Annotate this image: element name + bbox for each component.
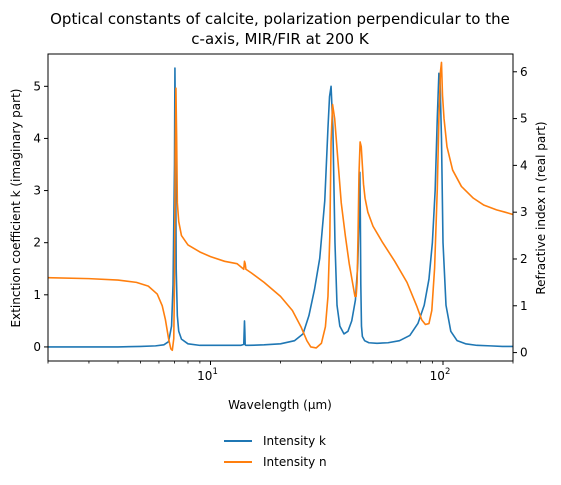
chart-title-line-1: Optical constants of calcite, polarizati… bbox=[50, 10, 510, 28]
legend-label-n: Intensity n bbox=[263, 455, 327, 469]
left-y-tick-label: 5 bbox=[33, 79, 41, 93]
right-y-tick-label: 5 bbox=[520, 112, 528, 126]
left-y-tick-label: 1 bbox=[33, 288, 41, 302]
right-y-tick-label: 4 bbox=[520, 158, 528, 172]
series-line-k bbox=[48, 67, 513, 348]
x-axis-label: Wavelength (μm) bbox=[228, 398, 332, 412]
right-y-tick-label: 1 bbox=[520, 299, 528, 313]
left-y-tick-label: 0 bbox=[33, 340, 41, 354]
right-y-tick-label: 0 bbox=[520, 346, 528, 360]
legend: Intensity k Intensity n bbox=[224, 434, 327, 469]
series-line-n bbox=[48, 61, 513, 352]
left-y-tick-label: 3 bbox=[33, 184, 41, 198]
right-y-tick-label: 2 bbox=[520, 252, 528, 266]
legend-label-k: Intensity k bbox=[263, 434, 326, 448]
x-tick-label: 101 bbox=[197, 367, 218, 383]
left-y-axis-label: Extinction coefficient k (imaginary part… bbox=[9, 89, 23, 328]
left-y-tick-label: 4 bbox=[33, 131, 41, 145]
x-tick-label: 102 bbox=[430, 367, 451, 383]
left-y-tick-label: 2 bbox=[33, 236, 41, 250]
right-y-axis-label: Refractive index n (real part) bbox=[534, 121, 548, 294]
right-y-tick-label: 6 bbox=[520, 65, 528, 79]
right-y-tick-label: 3 bbox=[520, 205, 528, 219]
chart-title-line-2: c-axis, MIR/FIR at 200 K bbox=[191, 30, 370, 48]
